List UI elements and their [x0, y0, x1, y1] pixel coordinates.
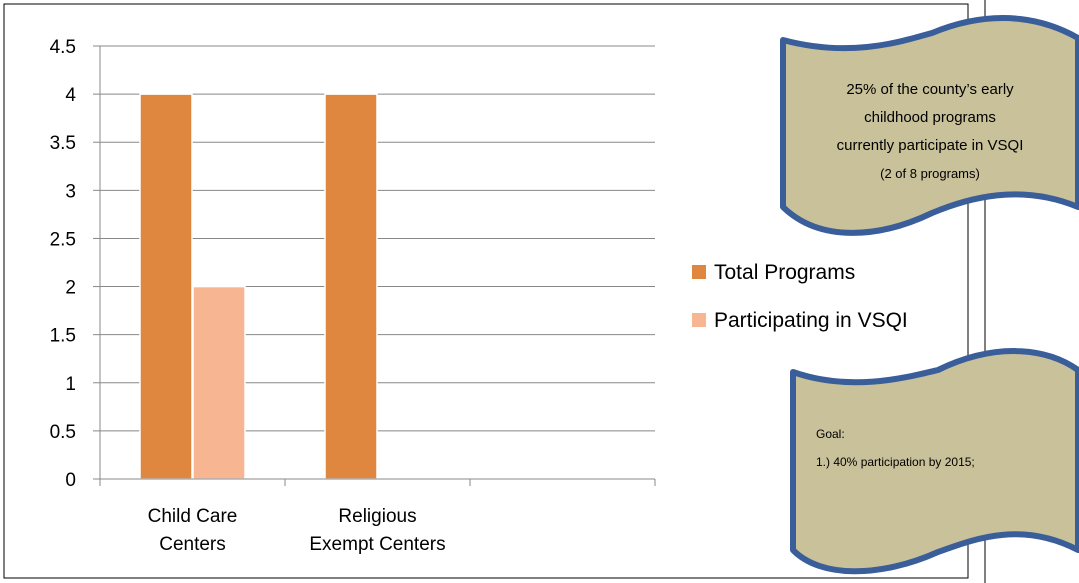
banner-top-line-3: currently participate in VSQI — [837, 137, 1024, 154]
x-category-label: Religious — [338, 506, 416, 527]
y-tick-label: 1 — [65, 374, 76, 395]
y-tick-label: 1.5 — [50, 326, 76, 347]
x-axis: Child Care Centers Religious Exempt Centers — [99, 46, 656, 555]
x-category-label: Child Care — [148, 506, 238, 527]
bar — [139, 93, 193, 480]
y-tick-label: 2.5 — [50, 229, 76, 250]
y-tick-label: 3 — [65, 181, 76, 202]
y-tick-label: 0 — [65, 470, 76, 491]
legend-swatch — [692, 265, 706, 279]
x-category-label: Centers — [159, 534, 226, 555]
banner-shape-top — [780, 15, 1079, 236]
callout-banner-participation: 25% of the county’s early childhood prog… — [780, 15, 1079, 236]
bar — [192, 285, 246, 480]
legend-label: Total Programs — [714, 261, 855, 284]
y-tick-label: 4.5 — [50, 37, 76, 58]
legend: Total Programs Participating in VSQI — [692, 261, 908, 332]
banner-top-line-1: 25% of the county’s early — [846, 81, 1014, 98]
y-tick-label: 2 — [65, 278, 76, 299]
banner-top-note: (2 of 8 programs) — [880, 166, 980, 181]
banner-goal-line-1: Goal: — [816, 427, 845, 441]
banner-goal-line-2: 1.) 40% participation by 2015; — [816, 455, 975, 469]
legend-label: Participating in VSQI — [714, 309, 908, 332]
y-tick-label: 3.5 — [50, 133, 76, 154]
x-category-label: Exempt Centers — [309, 534, 445, 555]
legend-swatch — [692, 313, 706, 327]
y-tick-label: 0.5 — [50, 422, 76, 443]
y-axis-ticks: 0 0.5 1 1.5 2 2.5 3 3.5 4 4.5 — [50, 37, 100, 491]
bars — [139, 93, 378, 480]
banner-top-line-2: childhood programs — [864, 109, 996, 126]
bar — [324, 93, 378, 480]
banner-shape-bottom — [790, 348, 1079, 575]
y-tick-label: 4 — [65, 85, 76, 106]
callout-banner-goal: Goal: 1.) 40% participation by 2015; — [790, 348, 1079, 575]
